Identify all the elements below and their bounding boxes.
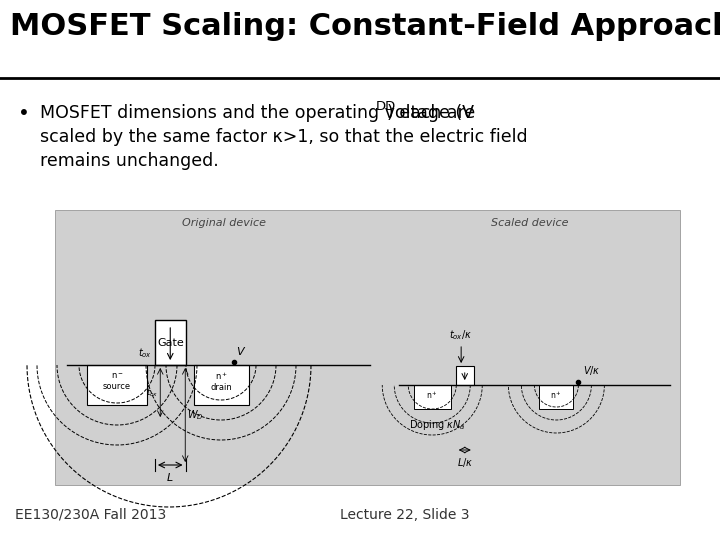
Bar <box>414 385 451 409</box>
Text: Gate: Gate <box>157 338 184 348</box>
Text: ) each are: ) each are <box>387 104 476 122</box>
Text: •: • <box>18 104 30 123</box>
Text: V: V <box>236 347 244 357</box>
Bar <box>539 385 573 409</box>
Text: n$^+$
drain: n$^+$ drain <box>210 370 232 392</box>
Text: MOSFET Scaling: Constant-Field Approach: MOSFET Scaling: Constant-Field Approach <box>10 12 720 41</box>
Text: $t_{ox}/\kappa$: $t_{ox}/\kappa$ <box>449 328 473 342</box>
Text: DD: DD <box>376 100 396 113</box>
Text: L: L <box>167 473 174 483</box>
Text: $V/\kappa$: $V/\kappa$ <box>583 364 601 377</box>
Text: $W_D$: $W_D$ <box>187 408 204 422</box>
Text: Doping $\kappa N_a$: Doping $\kappa N_a$ <box>409 418 465 432</box>
Text: Lecture 22, Slide 3: Lecture 22, Slide 3 <box>340 508 469 522</box>
Text: EE130/230A Fall 2013: EE130/230A Fall 2013 <box>15 508 166 522</box>
Bar <box>87 365 147 405</box>
Text: $t_{ox}$: $t_{ox}$ <box>138 346 152 360</box>
Text: n$^-$
source: n$^-$ source <box>103 371 131 391</box>
Bar <box>194 365 248 405</box>
Text: $t_{ox}$: $t_{ox}$ <box>146 387 158 399</box>
Text: $L/\kappa$: $L/\kappa$ <box>456 456 473 469</box>
Bar <box>456 366 474 385</box>
Text: n$^+$: n$^+$ <box>426 389 438 401</box>
Text: Scaled device: Scaled device <box>491 218 569 228</box>
Text: MOSFET dimensions and the operating voltage (V: MOSFET dimensions and the operating volt… <box>40 104 474 122</box>
Text: scaled by the same factor κ>1, so that the electric field: scaled by the same factor κ>1, so that t… <box>40 128 528 146</box>
Bar <box>155 320 186 365</box>
Bar <box>55 210 680 485</box>
Text: remains unchanged.: remains unchanged. <box>40 152 219 170</box>
Text: n$^+$: n$^+$ <box>550 389 562 401</box>
Text: Original device: Original device <box>181 218 266 228</box>
